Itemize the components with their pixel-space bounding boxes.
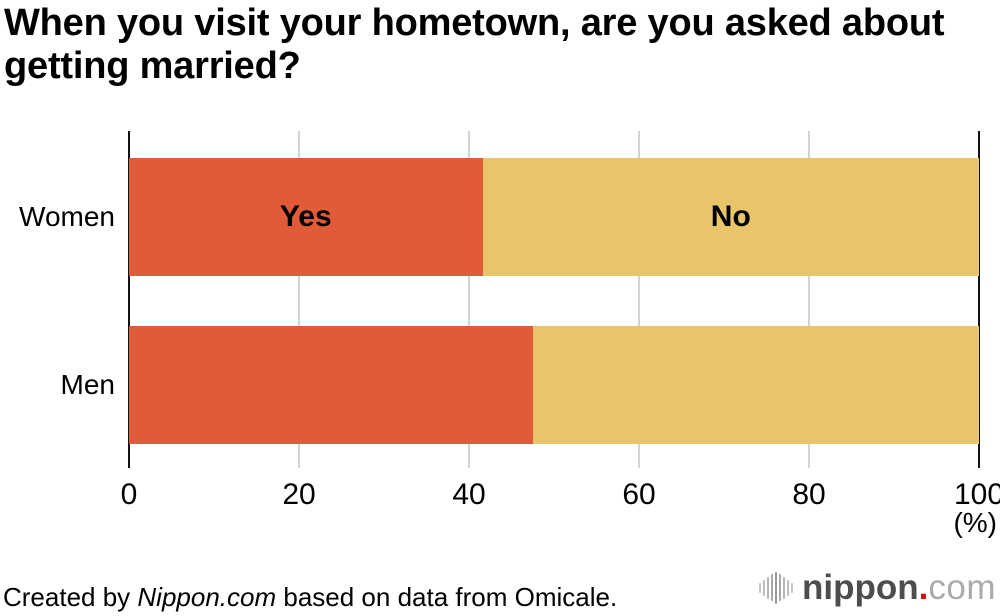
- x-axis-unit-label: (%): [953, 507, 997, 538]
- gridline-100: [978, 131, 980, 468]
- bar-women: Yes No: [129, 158, 979, 276]
- segment-label-no: No: [710, 200, 751, 233]
- x-axis-tick-labels: 0 20 40 60 80 100: [121, 478, 1000, 514]
- segment-label-yes: Yes: [279, 200, 332, 233]
- nippon-logo: nippon.com: [759, 570, 996, 605]
- logo-name: nippon: [802, 568, 919, 607]
- credit-prefix: Created by: [3, 582, 138, 612]
- bar-women-no-segment: No: [482, 158, 979, 276]
- gridline-40: [468, 131, 470, 468]
- gridline-20: [298, 131, 300, 468]
- credit-source: Nippon.com: [137, 582, 277, 612]
- logo-dot: .: [918, 568, 929, 607]
- gridline-60: [638, 131, 640, 468]
- tick-label-0: 0: [120, 478, 138, 511]
- category-label-men: Men: [60, 369, 115, 400]
- tick-label-80: 80: [792, 478, 826, 511]
- bar-women-yes-segment: Yes: [129, 158, 483, 276]
- tick-label-100: 100: [953, 478, 1000, 511]
- plot-area: Yes No: [128, 131, 980, 468]
- category-label-women: Women: [19, 201, 115, 232]
- tick-label-20: 20: [282, 478, 316, 511]
- bar-men: [129, 326, 979, 444]
- nippon-logo-text: nippon.com: [802, 570, 996, 605]
- credit-suffix: based on data from Omicale.: [276, 582, 618, 612]
- tick-label-40: 40: [452, 478, 486, 511]
- bar-men-no-segment: [532, 326, 979, 444]
- gridline-0: [128, 131, 130, 468]
- bar-men-yes-segment: [129, 326, 533, 444]
- soundwave-bars-icon: [759, 571, 794, 605]
- gridline-80: [808, 131, 810, 468]
- tick-label-60: 60: [622, 478, 656, 511]
- chart-title: When you visit your hometown, are you as…: [4, 2, 945, 87]
- credit-line: Created by Nippon.com based on data from…: [3, 582, 617, 613]
- logo-tld: com: [928, 568, 996, 607]
